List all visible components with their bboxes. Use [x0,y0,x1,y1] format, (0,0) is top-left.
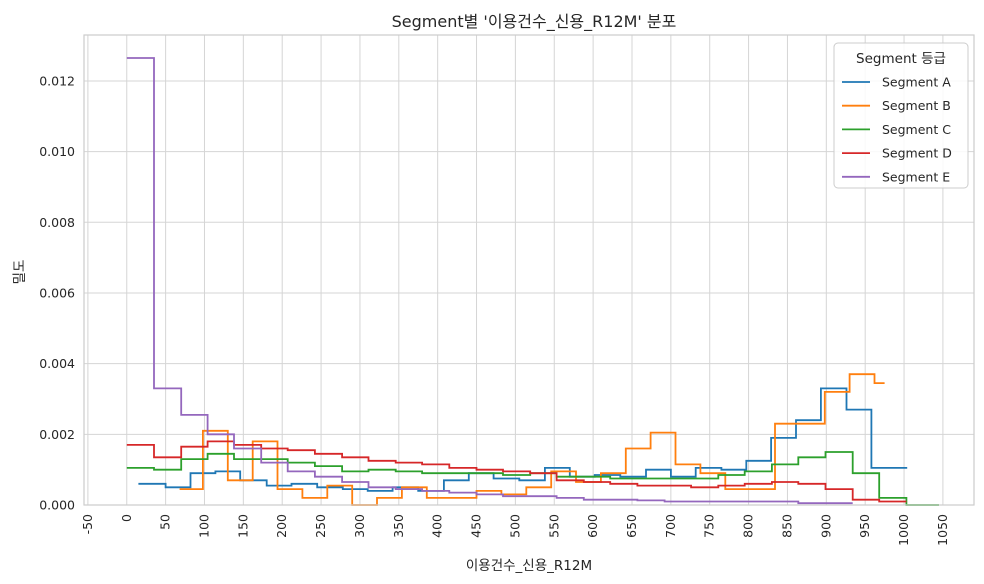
grid [84,35,974,506]
x-tick-label: 900 [818,514,833,538]
legend-label: Segment A [882,75,951,90]
x-tick-label: 200 [274,514,289,538]
series-line-segment-d [126,440,907,503]
legend: Segment 등급 Segment A Segment B Segment C Seg… [833,42,969,189]
legend-title: Segment 등급 [856,51,946,67]
x-tick-label: 1000 [896,514,911,546]
y-tick-label: 0.002 [39,427,75,442]
x-tick-label: 850 [779,514,794,538]
series-line-segment-e [126,57,853,505]
y-tick-label: 0.000 [39,498,75,513]
x-tick-labels: -50 0 50 100 150 200 250 300 350 400 450 500 550 600 6… [80,514,950,546]
x-tick-label: 1050 [935,514,950,546]
legend-label: Segment D [882,146,952,161]
plot-frame [83,34,975,506]
x-tick-label: 450 [469,514,484,538]
y-tick-label: 0.010 [39,144,75,159]
y-tick-label: 0.008 [39,215,75,230]
y-tick-labels: 0.000 0.002 0.004 0.006 0.008 0.010 0.012 [39,73,75,512]
x-tick-label: 150 [235,514,250,538]
x-tick-label: 800 [741,514,756,538]
x-tick-label: 500 [507,514,522,538]
x-tick-label: 350 [391,514,406,538]
legend-label: Segment E [882,169,950,184]
series-layer [126,57,939,506]
chart-title: Segment별 '이용건수_신용_R12M' 분포 [392,12,677,32]
x-tick-label: 300 [352,514,367,538]
legend-box [833,42,969,189]
x-tick-label: 700 [663,514,678,538]
x-tick-label: 650 [624,514,639,538]
x-tick-label: 950 [857,514,872,538]
x-axis-label: 이용건수_신용_R12M [466,558,592,574]
y-tick-label: 0.006 [39,285,75,300]
x-tick-label: 0 [119,514,134,522]
series-line-segment-c [126,451,939,506]
y-axis-label: 밀도 [12,260,28,285]
x-tick-label: 550 [546,514,561,538]
x-tick-label: 750 [702,514,717,538]
x-tick-label: 250 [313,514,328,538]
x-tick-label: 400 [430,514,445,538]
y-tick-label: 0.004 [39,356,75,371]
x-tick-label: 50 [158,514,173,530]
series-line-segment-a [138,387,908,492]
legend-label: Segment C [882,122,951,137]
y-tick-label: 0.012 [39,73,75,88]
series-line-segment-b [179,373,885,506]
x-tick-label: 100 [196,514,211,538]
x-tick-label: -50 [80,514,95,534]
legend-label: Segment B [882,98,951,113]
x-tick-label: 600 [585,514,600,538]
